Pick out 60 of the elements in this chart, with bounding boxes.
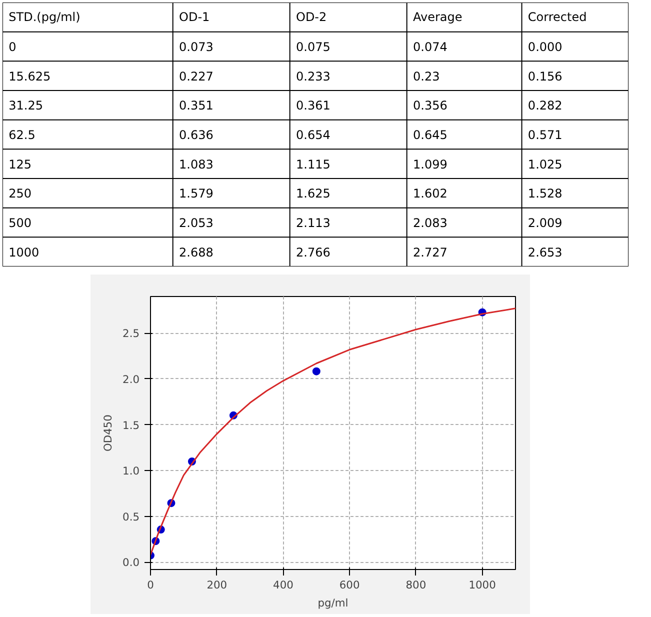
text: 2.766: [296, 245, 330, 260]
x-tick-label: 0: [147, 578, 154, 592]
text: Corrected: [528, 10, 587, 24]
text: 0.282: [528, 98, 562, 113]
text: 250: [8, 186, 32, 201]
text: 0.073: [179, 40, 214, 54]
text: 0.000: [528, 40, 562, 54]
text: OD-2: [296, 10, 327, 24]
text: 0.654: [296, 128, 330, 142]
text: 500: [8, 216, 32, 230]
text: 1.025: [528, 157, 562, 172]
text: 0.227: [179, 69, 214, 84]
y-tick-label: 0.5: [122, 510, 140, 524]
text: 0.356: [412, 98, 448, 113]
text: 0.233: [296, 69, 330, 84]
text: 0.645: [412, 128, 448, 142]
text: 1000: [8, 245, 40, 260]
text: 2.113: [296, 216, 330, 230]
y-tick-label: 1.5: [122, 418, 140, 432]
x-tick-label: 400: [273, 578, 294, 592]
text: 0.361: [296, 98, 330, 113]
text: 0.23: [412, 69, 440, 84]
text: 1.625: [296, 186, 330, 201]
text: 1.099: [412, 157, 448, 172]
text: 15.625: [8, 69, 51, 84]
x-tick-label: 200: [206, 578, 228, 592]
text: OD-1: [179, 10, 210, 24]
y-tick-label: 1.0: [122, 464, 140, 478]
text: 0.636: [179, 128, 214, 142]
text: 1.579: [179, 186, 214, 201]
x-axis-title: pg/ml: [318, 596, 348, 610]
y-tick-label: 2.5: [122, 327, 140, 340]
text: 0.074: [412, 40, 448, 54]
text: 1.602: [412, 186, 448, 201]
x-tick-label: 800: [406, 578, 426, 592]
text: 2.653: [528, 245, 562, 260]
text: 31.25: [8, 98, 44, 113]
y-tick-label: 0.0: [122, 556, 140, 570]
x-tick-label: 1000: [468, 578, 496, 592]
text: STD.(pg/ml): [8, 10, 80, 24]
text: 1.528: [528, 186, 562, 201]
text: 0.156: [528, 69, 562, 84]
text: 0.571: [528, 128, 562, 142]
text: 2.727: [412, 245, 448, 260]
text: 0: [8, 40, 16, 54]
y-tick-label: 2.0: [122, 372, 140, 386]
point: [312, 367, 320, 376]
x-tick-label: 600: [339, 578, 360, 592]
text: 125: [8, 157, 32, 172]
text: 0.351: [179, 98, 214, 113]
text: Average: [412, 10, 462, 24]
text: 2.009: [528, 216, 562, 230]
text: 1.083: [179, 157, 214, 172]
text: 2.083: [412, 216, 448, 230]
text: 1.115: [296, 157, 330, 172]
text: 62.5: [8, 128, 36, 142]
text: 0.075: [296, 40, 330, 54]
y-axis-title: OD450: [102, 414, 115, 452]
text: 2.053: [179, 216, 214, 230]
text: 2.688: [179, 245, 214, 260]
